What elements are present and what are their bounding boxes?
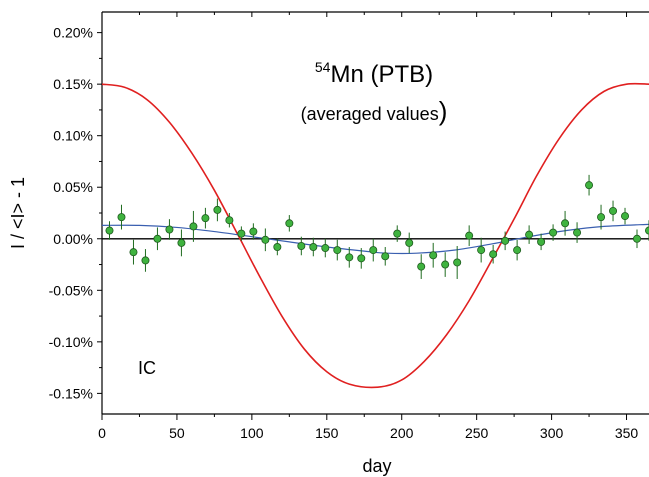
title-superscript: 54 [315, 59, 331, 75]
y-axis-ticks: 0.20% 0.15% 0.10% 0.05% 0.00% -0.05% -0.10% -0.… [49, 25, 102, 401]
data-point [609, 206, 618, 215]
data-point [537, 237, 546, 246]
data-point [297, 241, 306, 250]
y-tick-label: 0.00% [53, 231, 93, 247]
data-point [309, 243, 318, 252]
x-tick-label: 300 [540, 425, 564, 441]
y-tick-label: 0.10% [53, 128, 93, 144]
data-point [477, 246, 486, 255]
red-cosine-curve [101, 82, 649, 389]
y-tick-label: 0.15% [53, 76, 93, 92]
data-point [441, 260, 450, 269]
x-axis-ticks: 0 50 100 150 200 250 300 350 [98, 12, 638, 441]
data-point [105, 226, 114, 235]
data-point [525, 230, 534, 239]
x-tick-label: 50 [169, 425, 185, 441]
data-point [261, 235, 270, 244]
data-point [129, 248, 138, 257]
data-point [405, 238, 414, 247]
data-point [345, 253, 354, 262]
y-tick-label: 0.05% [53, 179, 93, 195]
data-point [489, 250, 498, 259]
data-point [453, 258, 462, 267]
y-tick-label: -0.05% [49, 282, 93, 298]
data-point [621, 212, 630, 221]
data-point [585, 181, 594, 190]
data-point [465, 231, 474, 240]
data-point [393, 229, 402, 238]
data-point [513, 246, 522, 255]
data-point [189, 222, 198, 231]
title-main: Mn (PTB) [330, 61, 433, 88]
data-point [225, 216, 234, 225]
x-tick-label: 350 [615, 425, 639, 441]
data-point [273, 243, 282, 252]
data-points [105, 174, 649, 279]
data-point [201, 214, 210, 223]
y-axis-label: I / <I> - 1 [8, 177, 28, 249]
data-point [369, 246, 378, 255]
subtitle-paren: ) [439, 96, 448, 126]
x-axis-label: day [362, 456, 391, 476]
ic-annotation: IC [138, 358, 156, 378]
y-tick-label: -0.15% [49, 385, 93, 401]
x-tick-label: 0 [98, 425, 106, 441]
data-point [549, 228, 558, 237]
data-point [645, 226, 649, 235]
x-tick-label: 250 [465, 425, 489, 441]
data-point [177, 238, 186, 247]
data-point [213, 205, 222, 214]
data-point [321, 244, 330, 253]
chart-title: 54Mn (PTB) [315, 59, 433, 88]
y-tick-label: -0.10% [49, 334, 93, 350]
data-point [501, 236, 510, 245]
data-point [165, 225, 174, 234]
subtitle-text: (averaged values [301, 104, 439, 124]
data-point [417, 262, 426, 271]
x-tick-label: 150 [315, 425, 339, 441]
data-point [561, 219, 570, 228]
data-point [117, 213, 126, 222]
data-point [153, 234, 162, 243]
data-point [249, 227, 258, 236]
data-point [633, 234, 642, 243]
data-point [381, 252, 390, 261]
data-point [357, 254, 366, 263]
data-point [429, 251, 438, 260]
chart-subtitle: (averaged values) [301, 96, 448, 126]
data-point [285, 219, 294, 228]
data-point [141, 256, 150, 265]
x-tick-label: 100 [240, 425, 264, 441]
x-tick-label: 200 [390, 425, 414, 441]
data-point [573, 228, 582, 237]
data-point [597, 213, 606, 222]
y-tick-label: 0.20% [53, 25, 93, 41]
data-point [237, 229, 246, 238]
data-point [333, 246, 342, 255]
